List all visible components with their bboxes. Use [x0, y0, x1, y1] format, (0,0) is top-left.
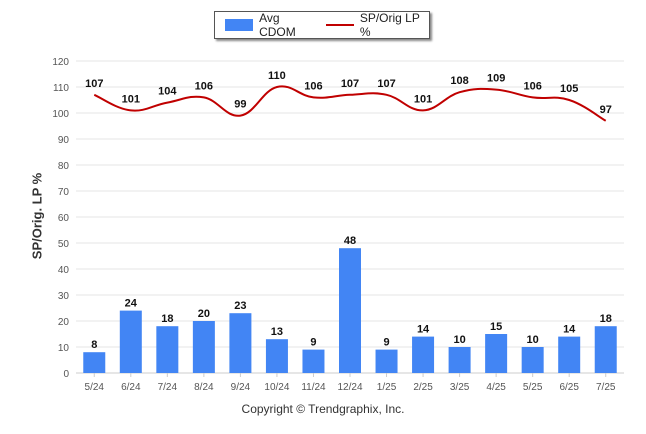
bar-data-label: 10 [527, 334, 539, 346]
bar [302, 349, 325, 373]
bar [521, 347, 544, 373]
x-tick-label: 3/25 [450, 382, 470, 393]
x-tick-label: 10/24 [264, 382, 289, 393]
x-tick-label: 5/25 [523, 382, 543, 393]
bar [485, 334, 508, 373]
x-tick-label: 1/25 [377, 382, 397, 393]
y-tick-label: 0 [63, 369, 69, 380]
bar-data-label: 18 [161, 313, 173, 325]
bar-data-label: 48 [344, 235, 356, 247]
bar [558, 336, 581, 373]
bar-data-label: 20 [198, 308, 210, 320]
y-tick-label: 80 [58, 161, 70, 172]
bar [83, 352, 106, 373]
line-data-label: 106 [195, 80, 213, 92]
y-tick-label: 30 [58, 291, 70, 302]
legend-label-bar: Avg CDOM [259, 11, 296, 39]
line-data-label: 109 [487, 73, 505, 85]
bar [265, 339, 288, 373]
bar [375, 349, 398, 373]
bar [156, 326, 179, 373]
bar-data-label: 14 [417, 324, 430, 336]
line-data-label: 104 [158, 86, 177, 98]
line-series [93, 85, 607, 122]
bar-data-label: 9 [310, 337, 316, 349]
y-tick-label: 70 [58, 187, 70, 198]
line-data-label: 101 [414, 93, 432, 105]
x-tick-label: 5/24 [85, 382, 105, 393]
bar [594, 326, 617, 373]
legend-item-line: SP/Orig LP % [325, 11, 429, 39]
chart-legend: Avg CDOM SP/Orig LP % [214, 11, 430, 39]
line-data-label: 106 [523, 80, 541, 92]
bar-data-label: 13 [271, 326, 283, 338]
line-data-label: 107 [377, 78, 395, 90]
line-data-label: 107 [85, 78, 103, 90]
bar-data-label: 9 [383, 337, 389, 349]
x-tick-label: 11/24 [301, 382, 326, 393]
line-data-label: 106 [304, 80, 322, 92]
line-data-label: 99 [234, 99, 246, 111]
x-tick-label: 12/24 [337, 382, 362, 393]
bar [412, 336, 435, 373]
legend-swatch-bar [225, 19, 254, 31]
line-data-label: 108 [450, 75, 468, 87]
y-tick-label: 110 [53, 83, 69, 94]
x-tick-label: 9/24 [231, 382, 251, 393]
x-tick-label: 7/24 [158, 382, 178, 393]
line-data-label: 105 [560, 83, 578, 95]
y-tick-label: 120 [52, 57, 69, 68]
bar-data-label: 23 [234, 300, 246, 312]
line-data-label: 97 [600, 104, 612, 116]
line-data-label: 107 [341, 78, 359, 90]
x-tick-label: 4/25 [486, 382, 506, 393]
y-tick-label: 60 [58, 213, 70, 224]
x-tick-label: 6/25 [559, 382, 579, 393]
y-tick-label: 90 [58, 135, 70, 146]
line-data-label: 101 [122, 93, 140, 105]
bar-data-label: 14 [563, 324, 576, 336]
x-tick-label: 6/24 [121, 382, 141, 393]
y-tick-label: 100 [52, 109, 69, 120]
bar [119, 310, 142, 373]
x-tick-label: 2/25 [413, 382, 433, 393]
bar [339, 248, 361, 373]
bar-data-label: 18 [600, 313, 612, 325]
bar [448, 347, 471, 373]
line-data-label: 110 [268, 70, 286, 82]
y-tick-label: 10 [58, 343, 70, 354]
legend-swatch-line [325, 24, 354, 26]
y-axis-title: SP/Orig. LP % [29, 172, 45, 260]
bar-data-label: 8 [91, 339, 97, 351]
bar [229, 313, 252, 373]
legend-label-line: SP/Orig LP % [359, 11, 420, 39]
copyright-text: Copyright © Trendgraphix, Inc. [241, 402, 405, 416]
bar-data-label: 10 [453, 334, 465, 346]
y-tick-label: 20 [58, 317, 70, 328]
legend-item-bar: Avg CDOM [225, 11, 316, 39]
bar-data-label: 24 [125, 298, 138, 310]
y-tick-label: 40 [58, 265, 70, 276]
bar-data-label: 15 [490, 321, 502, 333]
x-tick-label: 7/25 [596, 382, 616, 393]
y-tick-label: 50 [58, 239, 70, 250]
x-tick-label: 8/24 [194, 382, 214, 393]
bar [192, 321, 215, 373]
